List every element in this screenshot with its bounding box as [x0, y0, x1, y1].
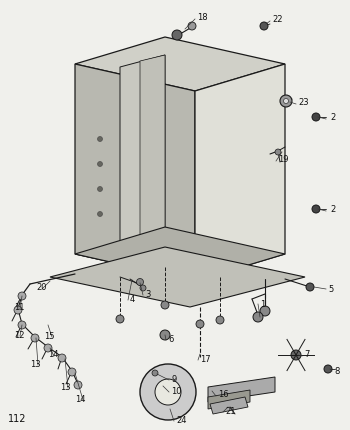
- Text: 2: 2: [330, 205, 335, 214]
- Circle shape: [58, 354, 66, 362]
- Text: 24: 24: [176, 415, 187, 424]
- Text: 18: 18: [197, 13, 208, 22]
- Circle shape: [260, 306, 270, 316]
- Text: 21: 21: [225, 406, 236, 415]
- Text: 17: 17: [200, 355, 211, 364]
- Circle shape: [74, 381, 82, 389]
- Circle shape: [260, 23, 268, 31]
- Polygon shape: [50, 247, 305, 307]
- Text: 13: 13: [30, 359, 41, 369]
- Text: 22: 22: [272, 15, 282, 25]
- Circle shape: [44, 344, 52, 352]
- Polygon shape: [208, 390, 250, 409]
- Circle shape: [291, 350, 301, 360]
- Text: 14: 14: [75, 395, 85, 404]
- Circle shape: [284, 99, 288, 104]
- Circle shape: [98, 162, 103, 167]
- Polygon shape: [75, 65, 195, 281]
- Text: 2: 2: [330, 113, 335, 122]
- Text: 112: 112: [8, 413, 27, 423]
- Circle shape: [155, 379, 181, 405]
- Circle shape: [68, 368, 76, 376]
- Circle shape: [306, 283, 314, 291]
- Circle shape: [98, 187, 103, 192]
- Text: 8: 8: [334, 367, 340, 376]
- Text: 3: 3: [145, 290, 150, 299]
- Circle shape: [136, 279, 144, 286]
- Text: 5: 5: [328, 285, 333, 294]
- Text: 10: 10: [171, 387, 182, 396]
- Circle shape: [98, 137, 103, 142]
- Circle shape: [188, 23, 196, 31]
- Text: 20: 20: [36, 283, 47, 292]
- Circle shape: [140, 364, 196, 420]
- Text: 19: 19: [278, 155, 288, 164]
- Text: 15: 15: [44, 332, 55, 341]
- Circle shape: [312, 206, 320, 214]
- Circle shape: [275, 150, 281, 156]
- Circle shape: [160, 330, 170, 340]
- Text: 4: 4: [130, 295, 135, 304]
- Circle shape: [116, 315, 124, 323]
- Circle shape: [324, 365, 332, 373]
- Circle shape: [312, 114, 320, 122]
- Circle shape: [140, 286, 146, 291]
- Text: 6: 6: [168, 335, 173, 344]
- Circle shape: [14, 306, 22, 314]
- Text: 9: 9: [171, 375, 176, 384]
- Circle shape: [31, 334, 39, 342]
- Circle shape: [216, 316, 224, 324]
- Text: 12: 12: [14, 331, 24, 340]
- Circle shape: [161, 301, 169, 309]
- Polygon shape: [195, 65, 285, 281]
- Circle shape: [253, 312, 263, 322]
- Circle shape: [172, 31, 182, 41]
- Polygon shape: [75, 227, 285, 281]
- Text: 7: 7: [304, 350, 309, 359]
- Circle shape: [98, 212, 103, 217]
- Polygon shape: [140, 56, 165, 252]
- Text: 11: 11: [14, 303, 24, 312]
- Text: 13: 13: [60, 383, 71, 392]
- Text: 1: 1: [260, 300, 265, 309]
- Polygon shape: [120, 56, 165, 258]
- Circle shape: [18, 292, 26, 300]
- Text: 16: 16: [218, 390, 229, 399]
- Polygon shape: [75, 255, 195, 281]
- Circle shape: [152, 370, 158, 376]
- Text: 14: 14: [48, 350, 58, 359]
- Polygon shape: [75, 38, 285, 92]
- Circle shape: [280, 96, 292, 108]
- Polygon shape: [210, 397, 248, 414]
- Circle shape: [196, 320, 204, 328]
- Circle shape: [18, 321, 26, 329]
- Polygon shape: [208, 377, 275, 402]
- Text: 23: 23: [298, 98, 309, 107]
